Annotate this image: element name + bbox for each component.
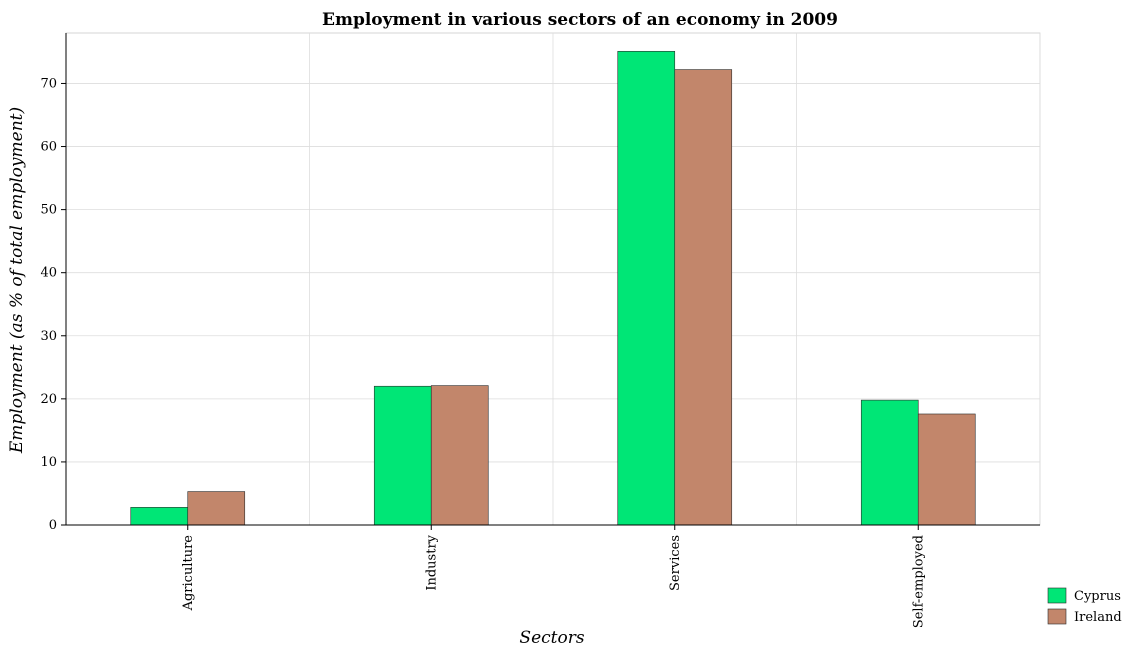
legend-label-ireland: Ireland: [1074, 610, 1122, 625]
y-tick-label: 30: [40, 329, 57, 344]
legend-swatch-ireland: [1047, 608, 1067, 625]
x-tick-label: Industry: [424, 534, 439, 590]
bar-ireland-self-employed: [917, 413, 976, 526]
y-tick-label: 60: [40, 140, 57, 155]
tick-labels: 0 10 20 30 40 50 60 70 Agriculture Industry Servic…: [40, 76, 926, 628]
y-axis-label: Employment (as % of total employment): [7, 107, 27, 454]
bar-ireland-agriculture: [187, 491, 246, 526]
x-tick-label: Agriculture: [181, 535, 196, 612]
bar-cyprus-self-employed: [860, 399, 919, 526]
y-tick-label: 0: [49, 518, 57, 533]
y-tick-label: 20: [40, 392, 57, 407]
legend: Cyprus Ireland: [1047, 587, 1122, 625]
axes: [61, 33, 1040, 530]
legend-label-cyprus: Cyprus: [1074, 589, 1121, 604]
y-tick-label: 40: [40, 266, 57, 281]
bar-cyprus-industry: [373, 385, 432, 526]
y-tick-label: 70: [40, 76, 57, 91]
chart-title: Employment in various sectors of an econ…: [322, 10, 838, 30]
x-tick-label: Self-employed: [911, 535, 926, 628]
bar-cyprus-agriculture: [130, 507, 189, 526]
bar-cyprus-services: [617, 50, 676, 526]
x-axis-label: Sectors: [519, 628, 584, 648]
bars: [130, 50, 976, 526]
y-tick-label: 50: [40, 203, 57, 218]
y-tick-label: 10: [40, 455, 57, 470]
legend-swatch-cyprus: [1047, 587, 1067, 604]
bar-ireland-industry: [430, 385, 489, 526]
x-tick-label: Services: [668, 535, 683, 591]
bar-ireland-services: [674, 69, 733, 526]
